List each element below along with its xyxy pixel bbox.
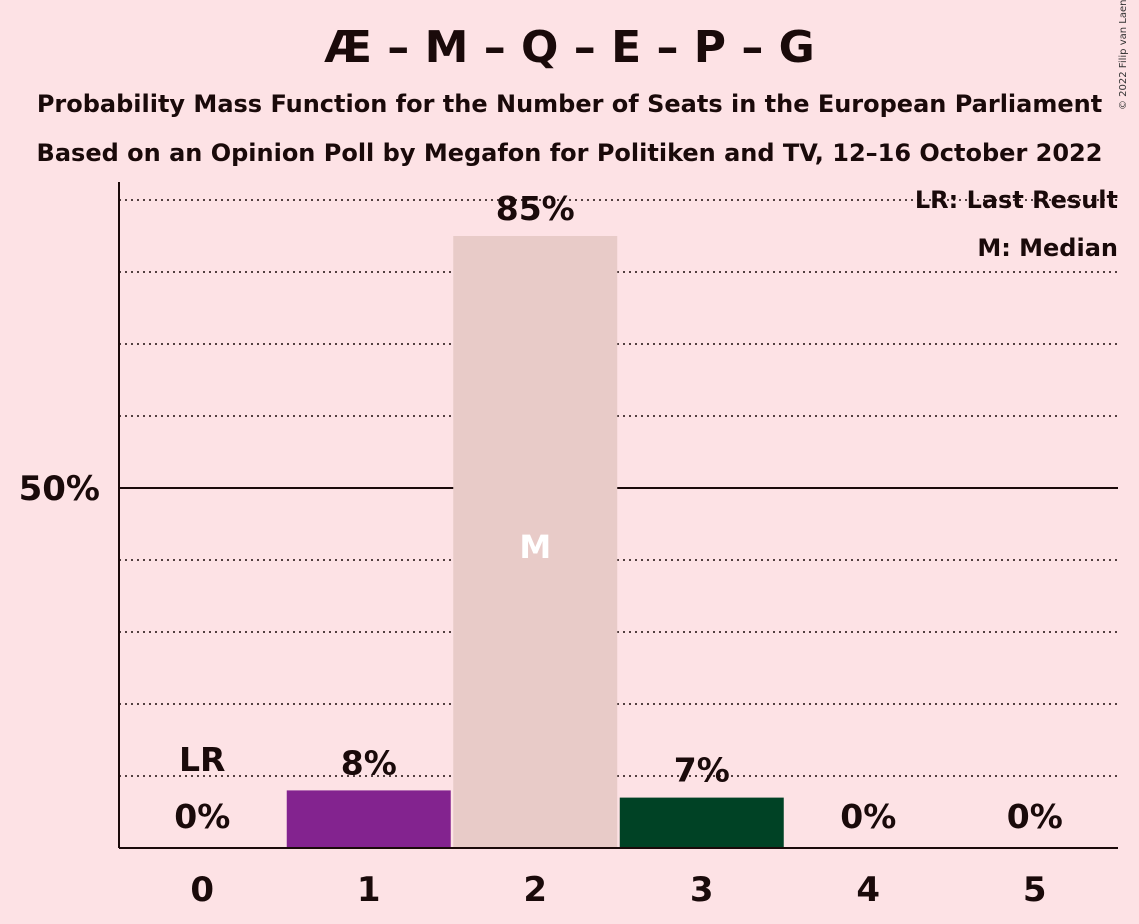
x-tick-label: 0 xyxy=(190,870,214,910)
value-label: 8% xyxy=(341,743,397,782)
median-marker: M xyxy=(519,528,551,566)
chart-subtitle-2: Based on an Opinion Poll by Megafon for … xyxy=(36,139,1103,167)
x-tick-label: 2 xyxy=(523,870,547,910)
chart-title: Æ – M – Q – E – P – G xyxy=(324,22,815,73)
x-tick-label: 4 xyxy=(856,870,880,910)
value-label: 0% xyxy=(1007,797,1063,836)
last-result-marker: LR xyxy=(179,740,225,779)
bar-3 xyxy=(619,797,784,848)
value-label: 85% xyxy=(496,189,575,228)
x-tick-label: 3 xyxy=(690,870,714,910)
bar-1 xyxy=(286,790,451,848)
x-tick-label: 5 xyxy=(1023,870,1047,910)
value-label: 0% xyxy=(840,797,896,836)
bar-2 xyxy=(453,236,618,848)
chart-subtitle-1: Probability Mass Function for the Number… xyxy=(36,90,1103,118)
y-tick-label: 50% xyxy=(19,469,100,509)
value-label: 7% xyxy=(674,751,730,790)
value-label: 0% xyxy=(174,797,230,836)
x-tick-label: 1 xyxy=(357,870,381,910)
legend-median: M: Median xyxy=(977,234,1118,262)
